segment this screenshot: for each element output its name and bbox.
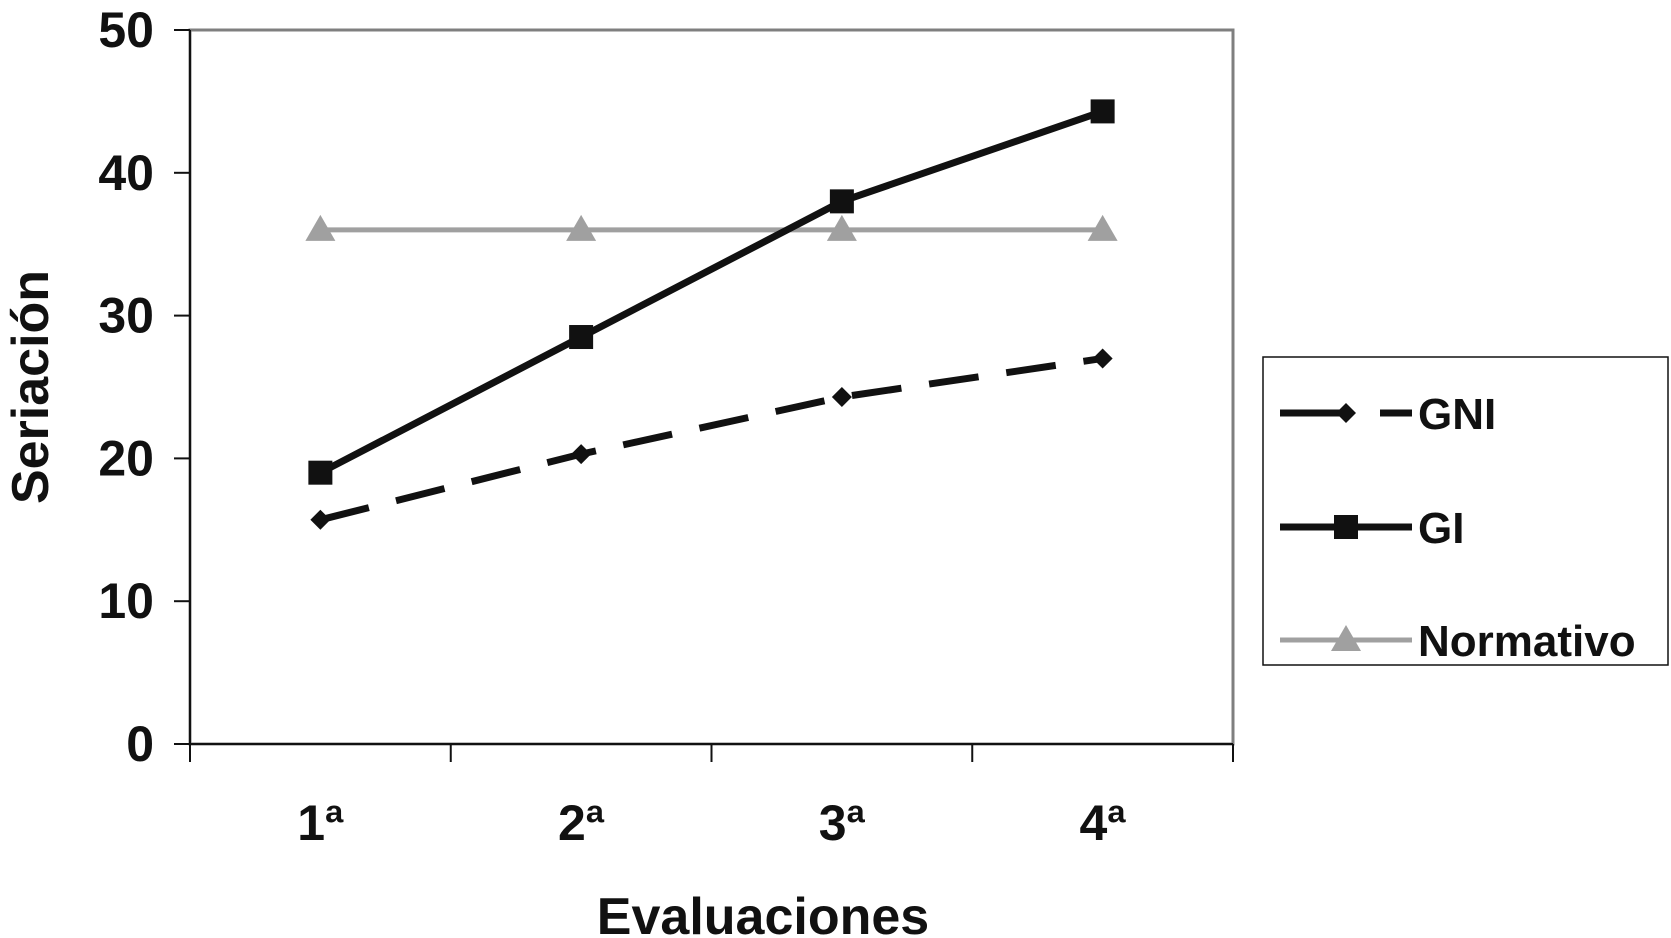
legend-item-gni: GNI xyxy=(1280,390,1496,439)
legend-box xyxy=(1262,356,1669,666)
data-point-gi xyxy=(1090,99,1115,124)
data-point-gni xyxy=(571,444,592,465)
data-point-normativo xyxy=(826,214,857,241)
data-point-gi xyxy=(829,189,854,214)
y-tick-label: 10 xyxy=(98,573,154,629)
data-point-normativo xyxy=(305,214,336,241)
data-point-normativo xyxy=(566,214,597,241)
legend-marker-gi xyxy=(1334,515,1358,539)
series-gni xyxy=(310,348,1113,530)
data-point-gi xyxy=(308,460,333,485)
legend-item-gi: GI xyxy=(1280,504,1464,553)
y-tick-label: 50 xyxy=(98,2,154,58)
x-tick-label: 4ª xyxy=(1079,795,1126,851)
y-tick-label: 40 xyxy=(98,145,154,201)
y-tick-label: 20 xyxy=(98,430,154,486)
data-point-gni xyxy=(831,386,852,407)
plot-area xyxy=(188,28,1235,746)
series-gi xyxy=(308,99,1115,485)
y-axis-title: Seriación xyxy=(2,270,60,504)
x-axis-title: Evaluaciones xyxy=(597,888,929,938)
series-normativo xyxy=(305,214,1118,241)
y-tick-label: 30 xyxy=(98,288,154,344)
data-point-gni xyxy=(1092,348,1113,369)
legend-label-normativo: Normativo xyxy=(1418,617,1636,666)
series-layer xyxy=(305,99,1118,530)
x-axis: 1ª 2ª 3ª 4ª xyxy=(189,743,1234,851)
legend-label-gni: GNI xyxy=(1418,390,1496,439)
series-line-gi xyxy=(318,108,1104,476)
legend-marker-gni xyxy=(1336,403,1356,423)
legend-item-normativo: Normativo xyxy=(1280,617,1636,666)
y-axis: 0 10 20 30 40 50 xyxy=(98,2,191,772)
x-tick-label: 3ª xyxy=(819,795,866,851)
legend-label-gi: GI xyxy=(1418,504,1464,553)
x-tick-label: 1ª xyxy=(297,795,344,851)
series-line-gni xyxy=(319,354,1104,524)
data-point-gni xyxy=(310,509,331,530)
legend: GNI GI Normativo xyxy=(1262,356,1669,666)
data-point-gi xyxy=(569,325,594,350)
data-point-normativo xyxy=(1087,214,1118,241)
x-tick-label: 2ª xyxy=(558,795,605,851)
y-tick-label: 0 xyxy=(126,716,154,772)
legend-marker-normativo xyxy=(1331,625,1361,651)
